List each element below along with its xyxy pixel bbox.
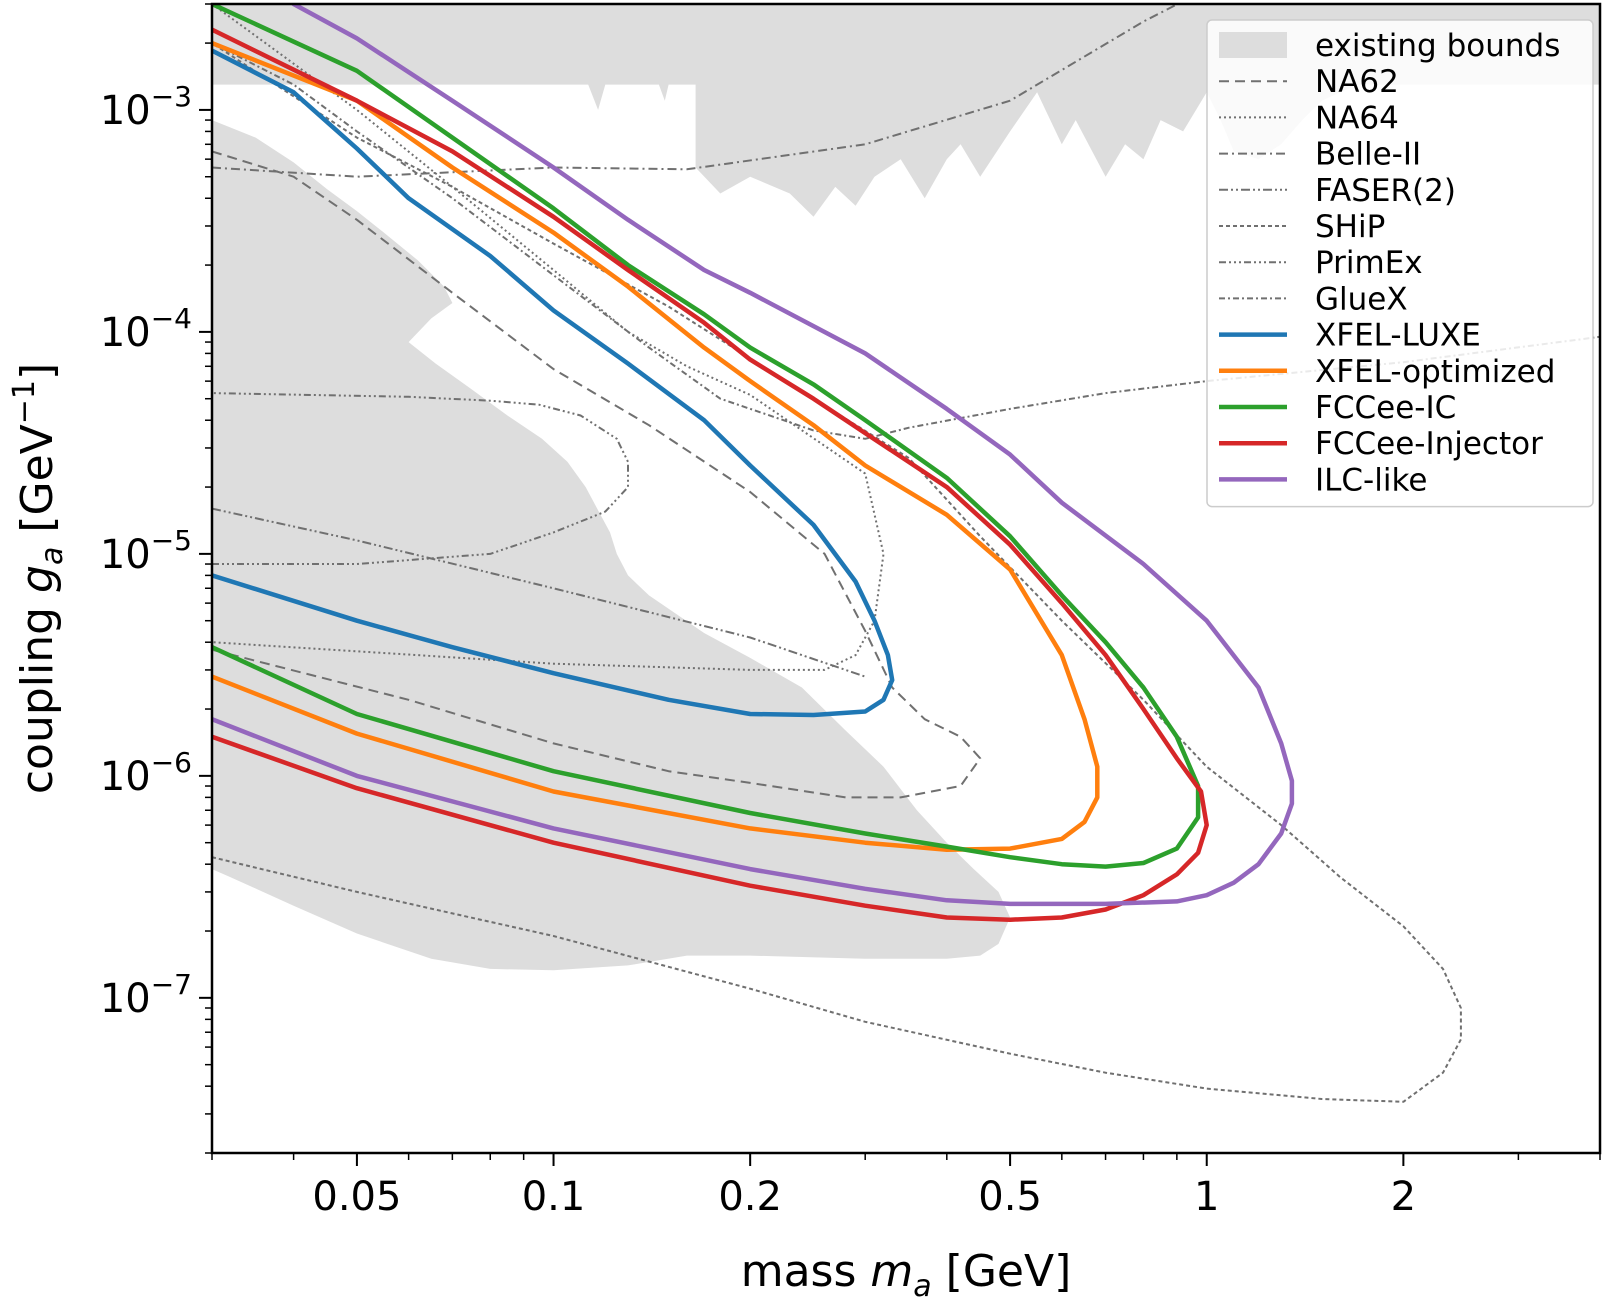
curve-na64 bbox=[212, 4, 885, 671]
legend-label: XFEL-LUXE bbox=[1315, 318, 1481, 354]
projection-curves-layer bbox=[212, 4, 1600, 1103]
existing-bounds-region-2 bbox=[212, 120, 1011, 971]
x-tick-label: 0.05 bbox=[312, 1174, 401, 1220]
curve-fccee-ic bbox=[212, 4, 1201, 869]
legend-item-xfel-optimized: XFEL-optimized bbox=[1219, 354, 1555, 390]
curve-fccee-injector bbox=[212, 27, 1209, 922]
y-tick-label: 10−5 bbox=[100, 524, 192, 578]
curve-na62 bbox=[212, 150, 982, 799]
legend-label: XFEL-optimized bbox=[1315, 354, 1555, 390]
legend-item-belle-ii: Belle-II bbox=[1219, 137, 1421, 173]
legend-item-ship: SHiP bbox=[1219, 209, 1385, 245]
curve-xfel-optimized bbox=[212, 40, 1100, 852]
y-tick-label: 10−7 bbox=[100, 968, 192, 1022]
legend-label: ILC-like bbox=[1315, 462, 1427, 498]
legend-items: existing boundsNA62NA64Belle-IIFASER(2)S… bbox=[1219, 28, 1560, 498]
x-tick-label: 0.2 bbox=[718, 1174, 782, 1220]
curve-belle-ii bbox=[212, 4, 1180, 178]
legend-item-ilc-like: ILC-like bbox=[1219, 462, 1427, 498]
legend: existing boundsNA62NA64Belle-IIFASER(2)S… bbox=[1206, 19, 1594, 508]
legend-label: GlueX bbox=[1315, 281, 1408, 317]
legend-swatch bbox=[1219, 32, 1287, 58]
x-axis-label: mass ma [GeV] bbox=[741, 1246, 1072, 1299]
plot-frame bbox=[210, 2, 1602, 1155]
legend-label: NA62 bbox=[1315, 64, 1399, 100]
legend-label: PrimEx bbox=[1315, 245, 1423, 281]
x-tick-label: 1 bbox=[1194, 1174, 1219, 1220]
legend-item-na62: NA62 bbox=[1219, 64, 1399, 100]
legend-label: FCCee-IC bbox=[1315, 390, 1456, 426]
y-tick-label: 10−3 bbox=[100, 80, 192, 134]
legend-label: NA64 bbox=[1315, 100, 1399, 136]
y-axis-label: coupling ga [GeV−1] bbox=[7, 363, 70, 794]
legend-label: Belle-II bbox=[1315, 137, 1421, 173]
legend-item-primex: PrimEx bbox=[1219, 245, 1423, 281]
y-axis-ticks: 10−7 10−6 10−5 10−4 10−3 bbox=[100, 3, 212, 1154]
legend-item-existing-bounds: existing bounds bbox=[1219, 28, 1560, 64]
x-tick-label: 0.1 bbox=[522, 1174, 586, 1220]
legend-item-na64: NA64 bbox=[1219, 100, 1399, 136]
y-tick-label: 10−4 bbox=[100, 302, 192, 356]
curve-xfel-luxe bbox=[212, 48, 895, 718]
curve-primex bbox=[212, 392, 629, 565]
x-tick-label: 0.5 bbox=[978, 1174, 1042, 1220]
legend-item-fccee-injector: FCCee-Injector bbox=[1219, 426, 1543, 462]
legend-item-faser-2: FASER(2) bbox=[1219, 173, 1456, 209]
curve-ilc-like bbox=[212, 4, 1295, 907]
legend-item-fccee-ic: FCCee-IC bbox=[1219, 390, 1456, 426]
y-tick-label: 10−6 bbox=[100, 746, 192, 800]
legend-item-xfel-luxe: XFEL-LUXE bbox=[1219, 318, 1481, 354]
legend-label: FASER(2) bbox=[1315, 173, 1456, 209]
legend-label: SHiP bbox=[1315, 209, 1385, 245]
curve-gluex bbox=[212, 42, 1600, 440]
legend-box bbox=[1206, 19, 1594, 508]
x-tick-label: 2 bbox=[1391, 1174, 1416, 1220]
legend-label: existing bounds bbox=[1315, 28, 1560, 64]
x-axis-ticks: 0.05 0.1 0.2 0.5 1 2 bbox=[211, 1153, 1601, 1220]
legend-label: FCCee-Injector bbox=[1315, 426, 1543, 462]
sensitivity-curves-layer bbox=[212, 4, 1295, 922]
legend-item-gluex: GlueX bbox=[1219, 281, 1408, 317]
